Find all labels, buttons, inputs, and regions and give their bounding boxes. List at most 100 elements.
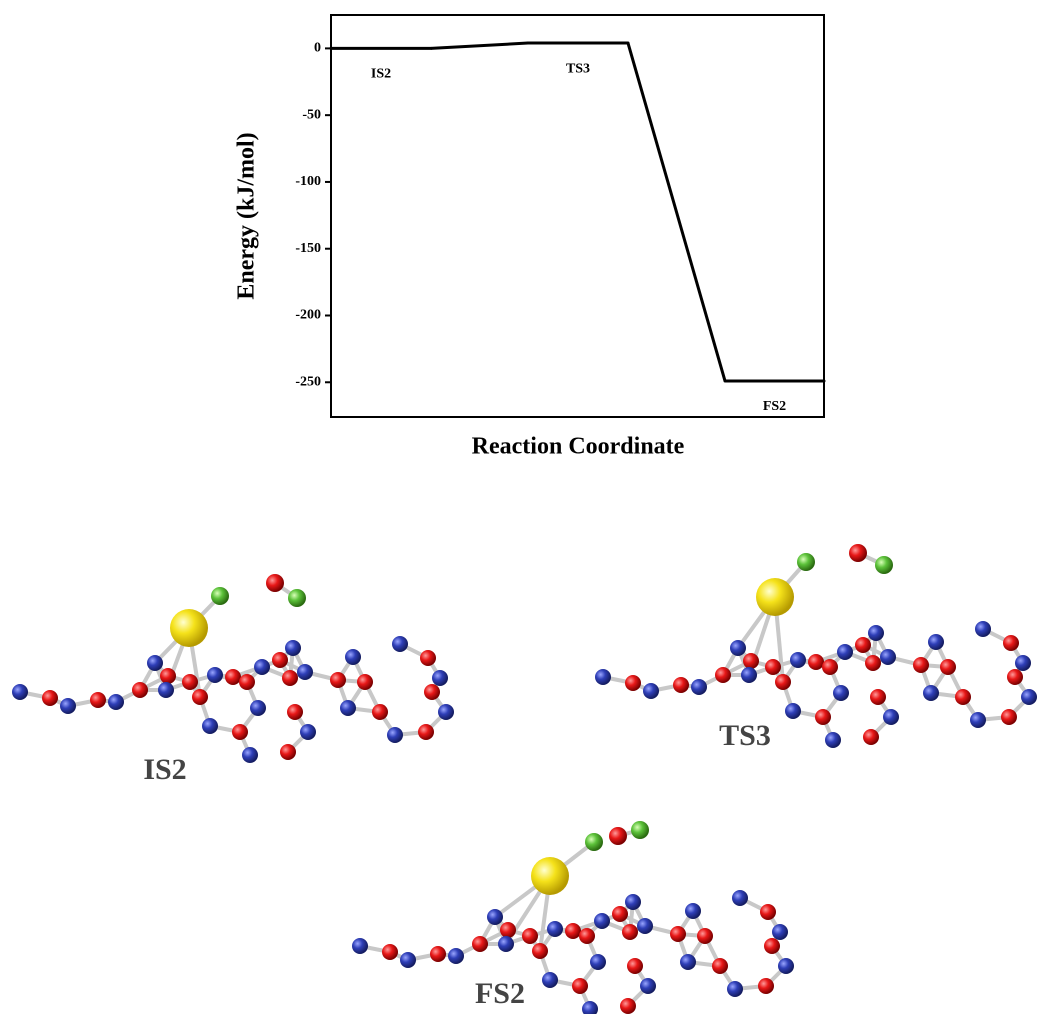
atom [727, 981, 743, 997]
atom [680, 954, 696, 970]
atom [955, 689, 971, 705]
molecule [352, 821, 794, 1014]
atom [565, 923, 581, 939]
atom [923, 685, 939, 701]
atom [42, 690, 58, 706]
atom [883, 709, 899, 725]
atom [837, 644, 853, 660]
atom [382, 944, 398, 960]
atom [372, 704, 388, 720]
atom [595, 669, 611, 685]
atom [250, 700, 266, 716]
atom [487, 909, 503, 925]
atom [192, 689, 208, 705]
atom [970, 712, 986, 728]
atom [211, 587, 229, 605]
atom [1007, 669, 1023, 685]
atom [594, 913, 610, 929]
structure-label: FS2 [475, 977, 525, 1010]
atom [531, 857, 569, 895]
atom [620, 998, 636, 1014]
atom [132, 682, 148, 698]
atom [424, 684, 440, 700]
atom [108, 694, 124, 710]
atom [498, 936, 514, 952]
atom [625, 894, 641, 910]
state-label: TS3 [566, 61, 590, 76]
atom [182, 674, 198, 690]
atom [609, 827, 627, 845]
y-tick-label: -250 [295, 374, 321, 389]
atom [60, 698, 76, 714]
atom [572, 978, 588, 994]
y-tick-label: -50 [302, 107, 321, 122]
atom [673, 677, 689, 693]
atom [438, 704, 454, 720]
atom [940, 659, 956, 675]
atom [1003, 635, 1019, 651]
atom [1015, 655, 1031, 671]
atom [266, 574, 284, 592]
atom [712, 958, 728, 974]
atom [870, 689, 886, 705]
atom [855, 637, 871, 653]
atom [158, 682, 174, 698]
connector [626, 42, 727, 382]
atom [532, 943, 548, 959]
atom [815, 709, 831, 725]
atom [345, 649, 361, 665]
atom [625, 675, 641, 691]
atom [207, 667, 223, 683]
y-axis-title: Energy (kJ/mol) [234, 132, 260, 299]
atom [808, 654, 824, 670]
atom [627, 958, 643, 974]
plot-frame [330, 14, 825, 418]
atom [863, 729, 879, 745]
atom [542, 972, 558, 988]
atom [585, 833, 603, 851]
atom [160, 668, 176, 684]
atom [865, 655, 881, 671]
atom [288, 589, 306, 607]
atom [418, 724, 434, 740]
atom [272, 652, 288, 668]
atom [758, 978, 774, 994]
atom [913, 657, 929, 673]
state-label: IS2 [371, 67, 391, 82]
atom [732, 890, 748, 906]
y-tick-label: 0 [314, 41, 321, 56]
atom [472, 936, 488, 952]
atom [147, 655, 163, 671]
atom [330, 672, 346, 688]
atom [670, 926, 686, 942]
atom [280, 744, 296, 760]
atom [392, 636, 408, 652]
atom [631, 821, 649, 839]
atom [400, 952, 416, 968]
atom [880, 649, 896, 665]
y-tick-label: -200 [295, 308, 321, 323]
atom [242, 747, 258, 763]
atom [202, 718, 218, 734]
atom [582, 1001, 598, 1014]
atom [743, 653, 759, 669]
atom [579, 928, 595, 944]
atom [430, 946, 446, 962]
atom [697, 928, 713, 944]
atom [756, 578, 794, 616]
atom [775, 674, 791, 690]
atom [741, 667, 757, 683]
atom [1021, 689, 1037, 705]
atom [432, 670, 448, 686]
atom [778, 958, 794, 974]
atom [637, 918, 653, 934]
atom [822, 659, 838, 675]
structure-label: IS2 [143, 753, 186, 786]
atom [715, 667, 731, 683]
atom [300, 724, 316, 740]
connector [430, 41, 529, 50]
atom [239, 674, 255, 690]
atom [232, 724, 248, 740]
atom [825, 732, 841, 748]
